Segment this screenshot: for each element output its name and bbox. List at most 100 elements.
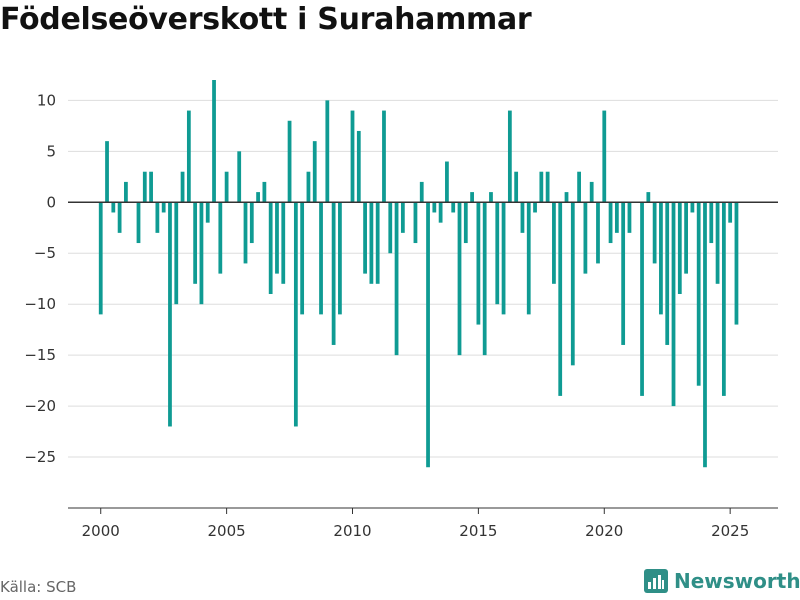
bar bbox=[570, 202, 575, 366]
bar bbox=[526, 202, 531, 315]
bar bbox=[703, 202, 707, 468]
bar bbox=[224, 171, 229, 203]
bar bbox=[319, 202, 323, 315]
bar bbox=[394, 202, 399, 356]
bar bbox=[180, 171, 185, 203]
bar bbox=[331, 202, 336, 345]
bar bbox=[98, 202, 103, 315]
bar bbox=[356, 130, 361, 203]
bar bbox=[640, 202, 644, 396]
x-tick-label: 2020 bbox=[585, 522, 623, 540]
bar bbox=[552, 202, 556, 284]
bar bbox=[501, 202, 506, 315]
bar bbox=[558, 202, 563, 396]
bar bbox=[419, 181, 424, 203]
bar bbox=[507, 110, 512, 203]
bar bbox=[514, 171, 519, 203]
y-tick-label: 5 bbox=[46, 142, 56, 160]
bar bbox=[659, 202, 663, 315]
bar bbox=[728, 202, 733, 223]
bar bbox=[438, 202, 443, 223]
bar bbox=[489, 192, 493, 203]
bar bbox=[684, 202, 688, 274]
bar bbox=[218, 202, 223, 274]
bar bbox=[161, 202, 166, 213]
bar bbox=[168, 202, 172, 427]
x-tick-label: 2015 bbox=[459, 522, 497, 540]
bar bbox=[614, 202, 619, 233]
newsworthy-logo: Newsworthy bbox=[644, 569, 800, 593]
bar bbox=[583, 202, 588, 274]
bar bbox=[186, 110, 191, 203]
bar bbox=[545, 171, 550, 203]
bar bbox=[734, 202, 739, 325]
source-note: Källa: SCB bbox=[0, 578, 77, 596]
bar bbox=[432, 202, 437, 213]
bar bbox=[363, 202, 367, 274]
bar bbox=[627, 202, 632, 233]
bar bbox=[293, 202, 298, 427]
bar bbox=[665, 202, 670, 345]
bar bbox=[476, 202, 481, 325]
bar bbox=[564, 192, 569, 203]
bar bbox=[677, 202, 682, 294]
bar bbox=[602, 110, 607, 203]
bar bbox=[155, 202, 160, 233]
bar bbox=[212, 80, 216, 203]
x-tick-label: 2025 bbox=[711, 522, 749, 540]
bar bbox=[149, 171, 153, 203]
y-tick-label: 10 bbox=[37, 91, 56, 109]
y-tick-label: −25 bbox=[24, 448, 56, 466]
bar bbox=[596, 202, 600, 264]
bar bbox=[709, 202, 714, 244]
bar bbox=[400, 202, 405, 233]
bar bbox=[520, 202, 525, 233]
newsworthy-logo-icon bbox=[644, 569, 668, 593]
bar bbox=[721, 202, 726, 396]
bar bbox=[413, 202, 418, 244]
bar bbox=[281, 202, 286, 284]
bar bbox=[375, 202, 380, 284]
bar bbox=[426, 202, 430, 468]
bar bbox=[105, 141, 109, 203]
bar bbox=[312, 141, 317, 203]
bar bbox=[533, 202, 537, 213]
bar bbox=[470, 192, 474, 203]
y-tick-label: −10 bbox=[24, 295, 56, 313]
bar bbox=[249, 202, 254, 244]
newsworthy-logo-text: Newsworthy bbox=[674, 569, 800, 593]
bar bbox=[652, 202, 657, 264]
bar bbox=[696, 202, 701, 386]
bar bbox=[350, 110, 355, 203]
bar bbox=[325, 100, 330, 203]
bar bbox=[262, 181, 267, 203]
bar bbox=[268, 202, 273, 294]
bar bbox=[256, 192, 260, 203]
bar bbox=[338, 202, 342, 315]
bar bbox=[174, 202, 179, 305]
bar bbox=[237, 151, 242, 203]
x-axis-ticks: 2000 2005 2010 2015 2020 2025 bbox=[82, 508, 749, 540]
chart-title: Födelseöverskott i Surahammar bbox=[0, 2, 532, 37]
bar bbox=[715, 202, 720, 284]
bar bbox=[300, 202, 305, 315]
bar bbox=[287, 120, 292, 203]
bar bbox=[142, 171, 147, 203]
bar bbox=[621, 202, 626, 345]
y-tick-label: 0 bbox=[46, 193, 56, 211]
bar bbox=[671, 202, 676, 407]
bar bbox=[539, 171, 544, 203]
bar bbox=[243, 202, 248, 264]
bar bbox=[369, 202, 374, 284]
bar bbox=[577, 171, 581, 203]
bar bbox=[199, 202, 204, 305]
bar bbox=[495, 202, 500, 305]
bar bbox=[136, 202, 141, 244]
bar bbox=[690, 202, 695, 213]
bar bbox=[275, 202, 279, 274]
bar bbox=[306, 171, 311, 203]
bar bbox=[589, 181, 594, 203]
bar bbox=[382, 110, 386, 203]
bar bbox=[117, 202, 122, 233]
x-tick-label: 2010 bbox=[333, 522, 371, 540]
